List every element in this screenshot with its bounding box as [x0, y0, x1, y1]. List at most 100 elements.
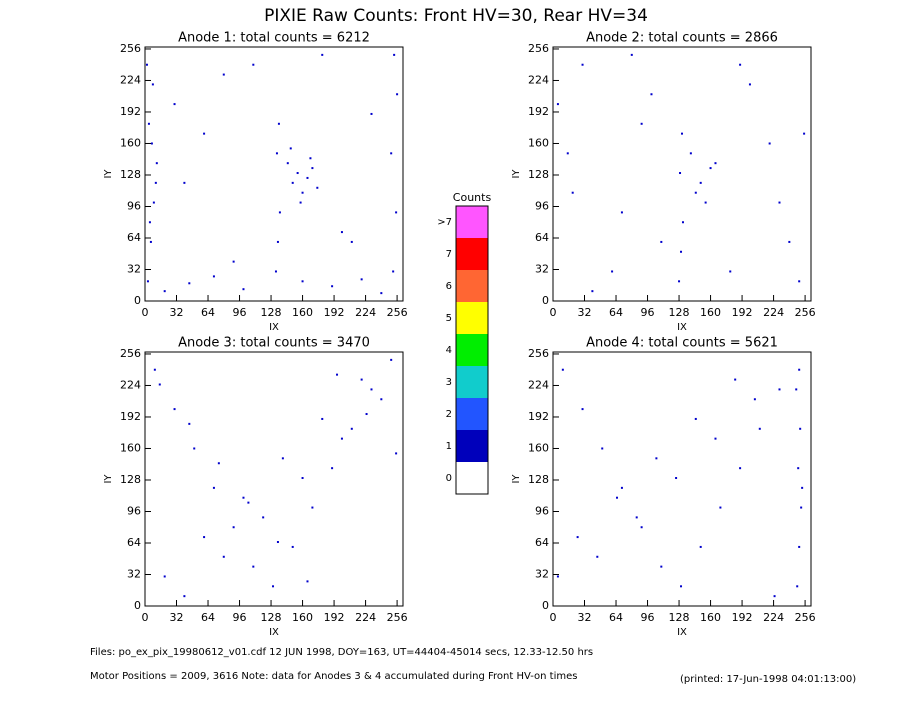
point [768, 142, 771, 145]
point [591, 290, 594, 293]
point [291, 181, 294, 184]
point [275, 152, 278, 155]
point [734, 378, 737, 381]
point [392, 270, 395, 273]
colorbar-cell [456, 462, 488, 494]
point [299, 201, 302, 204]
point [242, 288, 245, 291]
point [719, 506, 722, 509]
point [576, 536, 579, 539]
y-tick-label: 128 [528, 168, 549, 181]
point [289, 147, 292, 150]
point [678, 280, 681, 283]
y-tick-label: 160 [120, 136, 141, 149]
point [146, 280, 149, 283]
y-tick-label: 192 [120, 105, 141, 118]
plot-frame [144, 46, 404, 302]
point [778, 388, 781, 391]
point [148, 221, 151, 224]
y-tick-label: 128 [120, 473, 141, 486]
colorbar-cell [456, 238, 488, 270]
point [152, 201, 155, 204]
y-tick-label: 64 [535, 536, 549, 549]
point [281, 457, 284, 460]
point [390, 152, 393, 155]
point [798, 368, 801, 371]
point [247, 501, 250, 504]
x-tick-label: 256 [795, 306, 816, 319]
colorbar-label: 3 [446, 377, 452, 388]
point [150, 142, 153, 145]
point [798, 280, 801, 283]
y-tick-label: 160 [528, 136, 549, 149]
y-axis-label: IY [511, 169, 522, 179]
point [301, 191, 304, 194]
y-tick-label: 32 [127, 262, 141, 275]
point [796, 585, 799, 588]
y-tick-label: 64 [535, 231, 549, 244]
point [694, 417, 697, 420]
point [276, 240, 279, 243]
colorbar-label: 5 [446, 313, 452, 324]
colorbar-label: 2 [446, 409, 452, 420]
point [232, 260, 235, 263]
point [601, 447, 604, 450]
colorbar-cell [456, 270, 488, 302]
colorbar-label: 4 [446, 345, 452, 356]
y-tick-label: 64 [127, 536, 141, 549]
colorbar-cell [456, 334, 488, 366]
colorbar-label: 0 [446, 473, 452, 484]
colorbar-label: 6 [446, 281, 452, 292]
colorbar-cell [456, 430, 488, 462]
y-tick-label: 224 [528, 378, 549, 391]
y-tick-label: 224 [120, 73, 141, 86]
point [753, 398, 756, 401]
point [321, 53, 324, 56]
y-axis-label: IY [511, 474, 522, 484]
plot-frame [552, 46, 812, 302]
y-tick-label: 224 [120, 378, 141, 391]
colorbar-label: 7 [446, 249, 452, 260]
point [370, 112, 373, 115]
point [395, 211, 398, 214]
point [212, 486, 215, 489]
x-tick-label: 128 [261, 306, 282, 319]
colorbar-cell [456, 302, 488, 334]
point [149, 240, 152, 243]
x-axis-label: IX [677, 322, 687, 333]
y-tick-label: 128 [528, 473, 549, 486]
y-tick-label: 0 [542, 294, 549, 307]
point [232, 526, 235, 529]
point [163, 575, 166, 578]
point [561, 368, 564, 371]
point [797, 467, 800, 470]
point [566, 152, 569, 155]
y-tick-label: 64 [127, 231, 141, 244]
point [291, 545, 294, 548]
point [620, 486, 623, 489]
point [739, 63, 742, 66]
x-tick-label: 0 [142, 306, 149, 319]
point [393, 53, 396, 56]
y-tick-label: 192 [528, 105, 549, 118]
y-tick-label: 192 [528, 410, 549, 423]
point [635, 516, 638, 519]
point [158, 383, 161, 386]
point [365, 413, 368, 416]
point [680, 250, 683, 253]
point [596, 555, 599, 558]
point [155, 162, 158, 165]
y-tick-label: 96 [535, 199, 549, 212]
point [778, 201, 781, 204]
y-tick-label: 96 [127, 199, 141, 212]
point [350, 240, 353, 243]
x-tick-label: 32 [170, 611, 184, 624]
y-tick-label: 256 [120, 42, 141, 55]
point [336, 373, 339, 376]
x-tick-label: 128 [669, 611, 690, 624]
plot-frame [144, 351, 404, 607]
point [699, 181, 702, 184]
point [276, 541, 279, 544]
x-tick-label: 256 [387, 306, 408, 319]
point [301, 280, 304, 283]
